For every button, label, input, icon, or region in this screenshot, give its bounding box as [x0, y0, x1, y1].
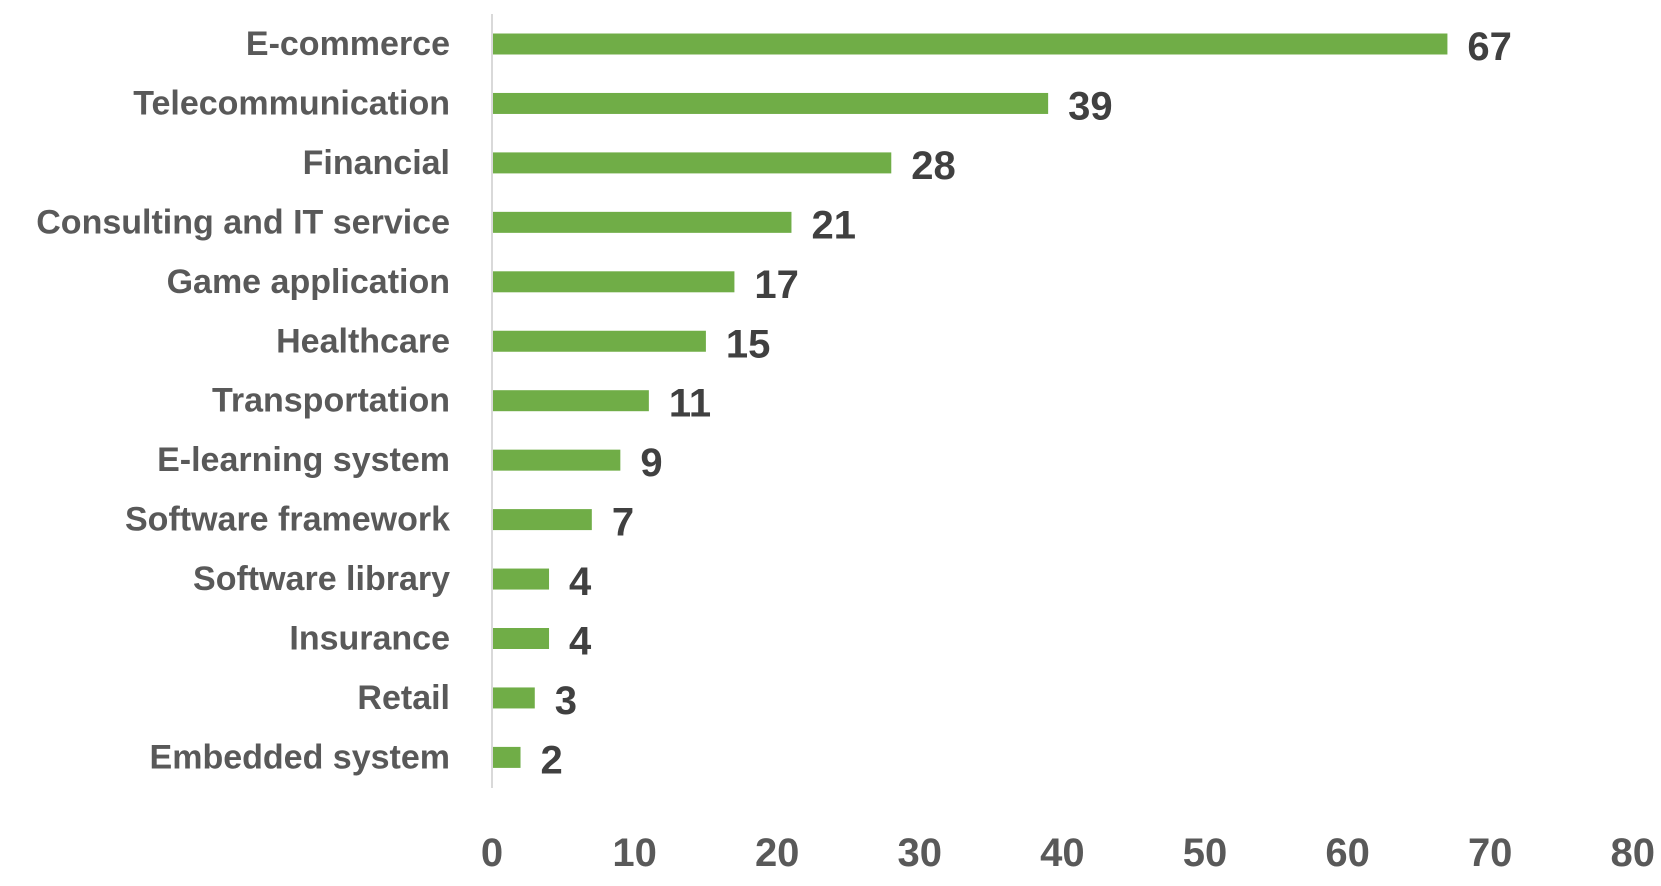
bar [492, 271, 735, 293]
bar [492, 449, 621, 471]
bar [492, 687, 535, 709]
bar [492, 92, 1049, 114]
category-label: Software framework [125, 501, 450, 539]
data-label: 9 [640, 441, 662, 485]
category-label: Telecommunication [133, 84, 450, 122]
category-label: Healthcare [276, 322, 450, 360]
category-label: Embedded system [150, 738, 450, 776]
data-label: 67 [1467, 25, 1512, 69]
bar [492, 509, 592, 531]
data-label: 17 [754, 263, 799, 307]
x-tick-label: 10 [612, 831, 657, 875]
category-label: E-commerce [246, 25, 450, 63]
x-tick-label: 20 [755, 831, 800, 875]
bar [492, 390, 649, 412]
category-label: E-learning system [157, 441, 450, 479]
data-label: 28 [911, 144, 956, 188]
bar [492, 628, 550, 649]
data-label: 15 [726, 322, 771, 366]
x-tick-label: 0 [481, 831, 503, 875]
x-tick-label: 50 [1183, 831, 1228, 875]
data-label: 11 [669, 382, 711, 426]
category-label: Consulting and IT service [36, 203, 450, 241]
category-labels: E-commerce Telecommunication Financial Cons… [36, 25, 450, 776]
bar [492, 568, 550, 590]
x-axis-ticks: 0 10 20 30 40 50 60 70 80 [481, 831, 1655, 875]
data-label: 7 [612, 501, 634, 545]
x-tick-label: 60 [1325, 831, 1370, 875]
category-label: Insurance [289, 620, 450, 658]
category-label: Retail [357, 679, 450, 717]
x-tick-label: 70 [1468, 831, 1513, 875]
category-label: Transportation [212, 382, 450, 420]
category-label: Financial [303, 144, 450, 182]
bars [492, 33, 1448, 768]
data-label: 4 [569, 620, 592, 664]
bar [492, 152, 892, 174]
bar [492, 33, 1448, 55]
bar [492, 330, 706, 352]
x-tick-label: 80 [1611, 831, 1656, 875]
data-label: 3 [555, 679, 577, 723]
x-tick-label: 40 [1040, 831, 1085, 875]
bar [492, 746, 521, 768]
data-label: 39 [1068, 84, 1113, 128]
x-tick-label: 30 [898, 831, 943, 875]
category-label: Game application [167, 263, 450, 301]
bar [492, 211, 792, 233]
data-label: 4 [569, 560, 592, 604]
data-label: 21 [811, 203, 856, 247]
category-label: Software library [193, 560, 450, 598]
data-label: 2 [541, 738, 563, 782]
